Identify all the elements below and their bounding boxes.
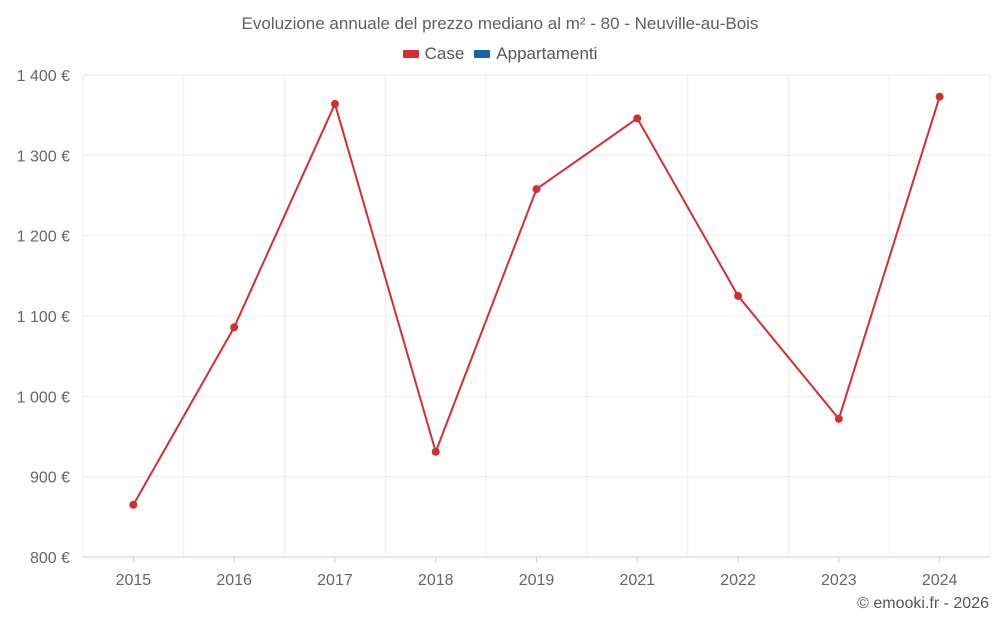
x-tick-label: 2015 [116, 572, 152, 589]
legend-label-appartamenti: Appartamenti [496, 44, 598, 63]
legend-swatch-appartamenti [474, 50, 491, 58]
x-tick-label: 2016 [216, 572, 252, 589]
data-point [330, 99, 339, 108]
data-point [734, 291, 743, 300]
legend-label-case: Case [424, 44, 465, 63]
data-point [935, 92, 944, 101]
x-tick-label: 2017 [317, 572, 353, 589]
legend-swatch-case [402, 50, 419, 58]
footer-credit: © emooki.fr - 2026 [857, 595, 989, 612]
series-line-0 [132, 96, 941, 506]
y-tick-label: 1 200 € [17, 229, 70, 246]
x-tick-label: 2021 [619, 572, 655, 589]
data-point [230, 323, 239, 332]
y-tick-label: 1 000 € [17, 389, 70, 406]
x-tick-label: 2018 [418, 572, 454, 589]
chart-title: Evoluzione annuale del prezzo mediano al… [241, 14, 759, 33]
x-tick-label: 2019 [519, 572, 555, 589]
x-tick-label: 2022 [720, 572, 756, 589]
y-tick-label: 800 € [30, 550, 70, 567]
y-tick-label: 1 400 € [17, 68, 70, 85]
data-point [532, 185, 541, 194]
y-tick-label: 1 300 € [17, 148, 70, 165]
y-tick-label: 900 € [30, 470, 70, 487]
data-point [431, 447, 440, 456]
data-point [129, 500, 138, 509]
data-point [633, 114, 642, 123]
x-tick-label: 2024 [922, 572, 958, 589]
data-point [834, 414, 843, 423]
x-tick-label: 2023 [821, 572, 857, 589]
legend-item-case[interactable]: Case [402, 44, 465, 64]
legend: Case Appartamenti [0, 44, 1000, 64]
legend-item-appartamenti[interactable]: Appartamenti [474, 44, 597, 64]
y-tick-label: 1 100 € [17, 309, 70, 326]
